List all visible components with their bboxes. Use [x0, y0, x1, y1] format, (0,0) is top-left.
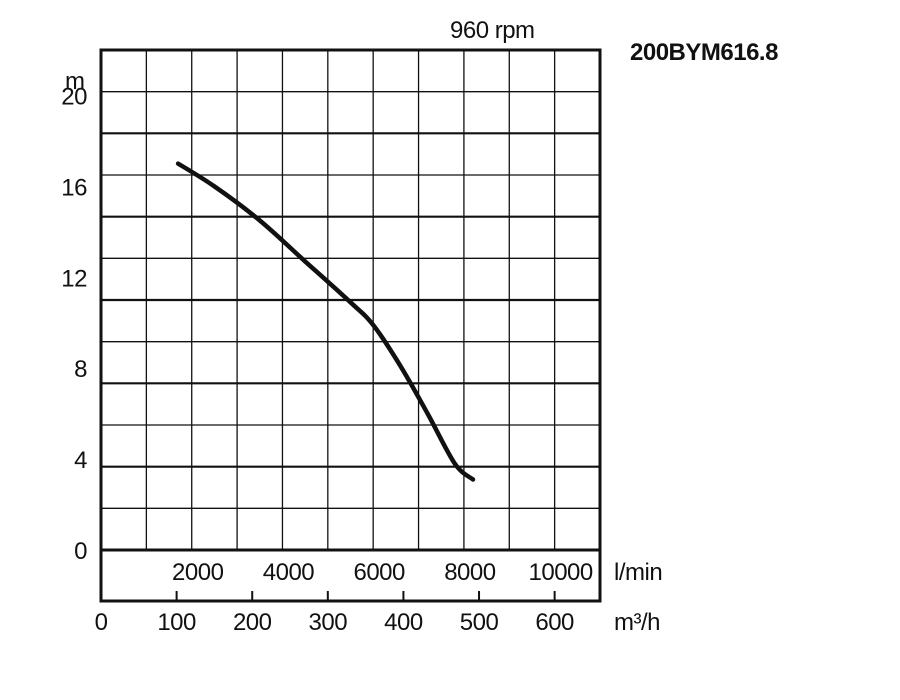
x-axis-label-m3h: m³/h [614, 609, 660, 636]
y-tick-label: 16 [61, 174, 87, 201]
y-axis-label: m [65, 68, 85, 95]
lmin-tick-label: 10000 [529, 559, 593, 586]
lmin-tick-label: 2000 [172, 559, 224, 586]
m3h-tick-label: 500 [460, 609, 499, 636]
series-line [175, 161, 476, 482]
m3h-tick-label: 0 [95, 609, 108, 636]
grid [101, 50, 600, 550]
chart-title: 200BYM616.8 [630, 39, 778, 66]
lmin-tick-label: 8000 [444, 559, 496, 586]
y-tick-label: 20 [61, 83, 87, 110]
lmin-tick-labels: 2000 4000 6000 8000 10000 [172, 559, 593, 586]
x-axis-label-lmin: l/min [614, 559, 662, 586]
m3h-tick-label: 200 [233, 609, 272, 636]
y-tick-label: 0 [74, 538, 87, 565]
m3h-tick-label: 100 [157, 609, 196, 636]
chart-subtitle: 960 rpm [450, 17, 535, 44]
m3h-tick-label: 600 [535, 609, 574, 636]
y-tick-labels: 0 4 8 12 16 20 [61, 83, 87, 565]
y-tick-label: 4 [74, 447, 87, 474]
m3h-tick-label: 400 [384, 609, 423, 636]
y-tick-label: 8 [74, 356, 87, 383]
lmin-tick-label: 6000 [353, 559, 405, 586]
y-tick-label: 12 [61, 265, 87, 292]
m3h-tick-label: 300 [309, 609, 348, 636]
m3h-tick-labels: 0 100 200 300 400 500 600 [95, 591, 575, 636]
lmin-tick-label: 4000 [263, 559, 315, 586]
